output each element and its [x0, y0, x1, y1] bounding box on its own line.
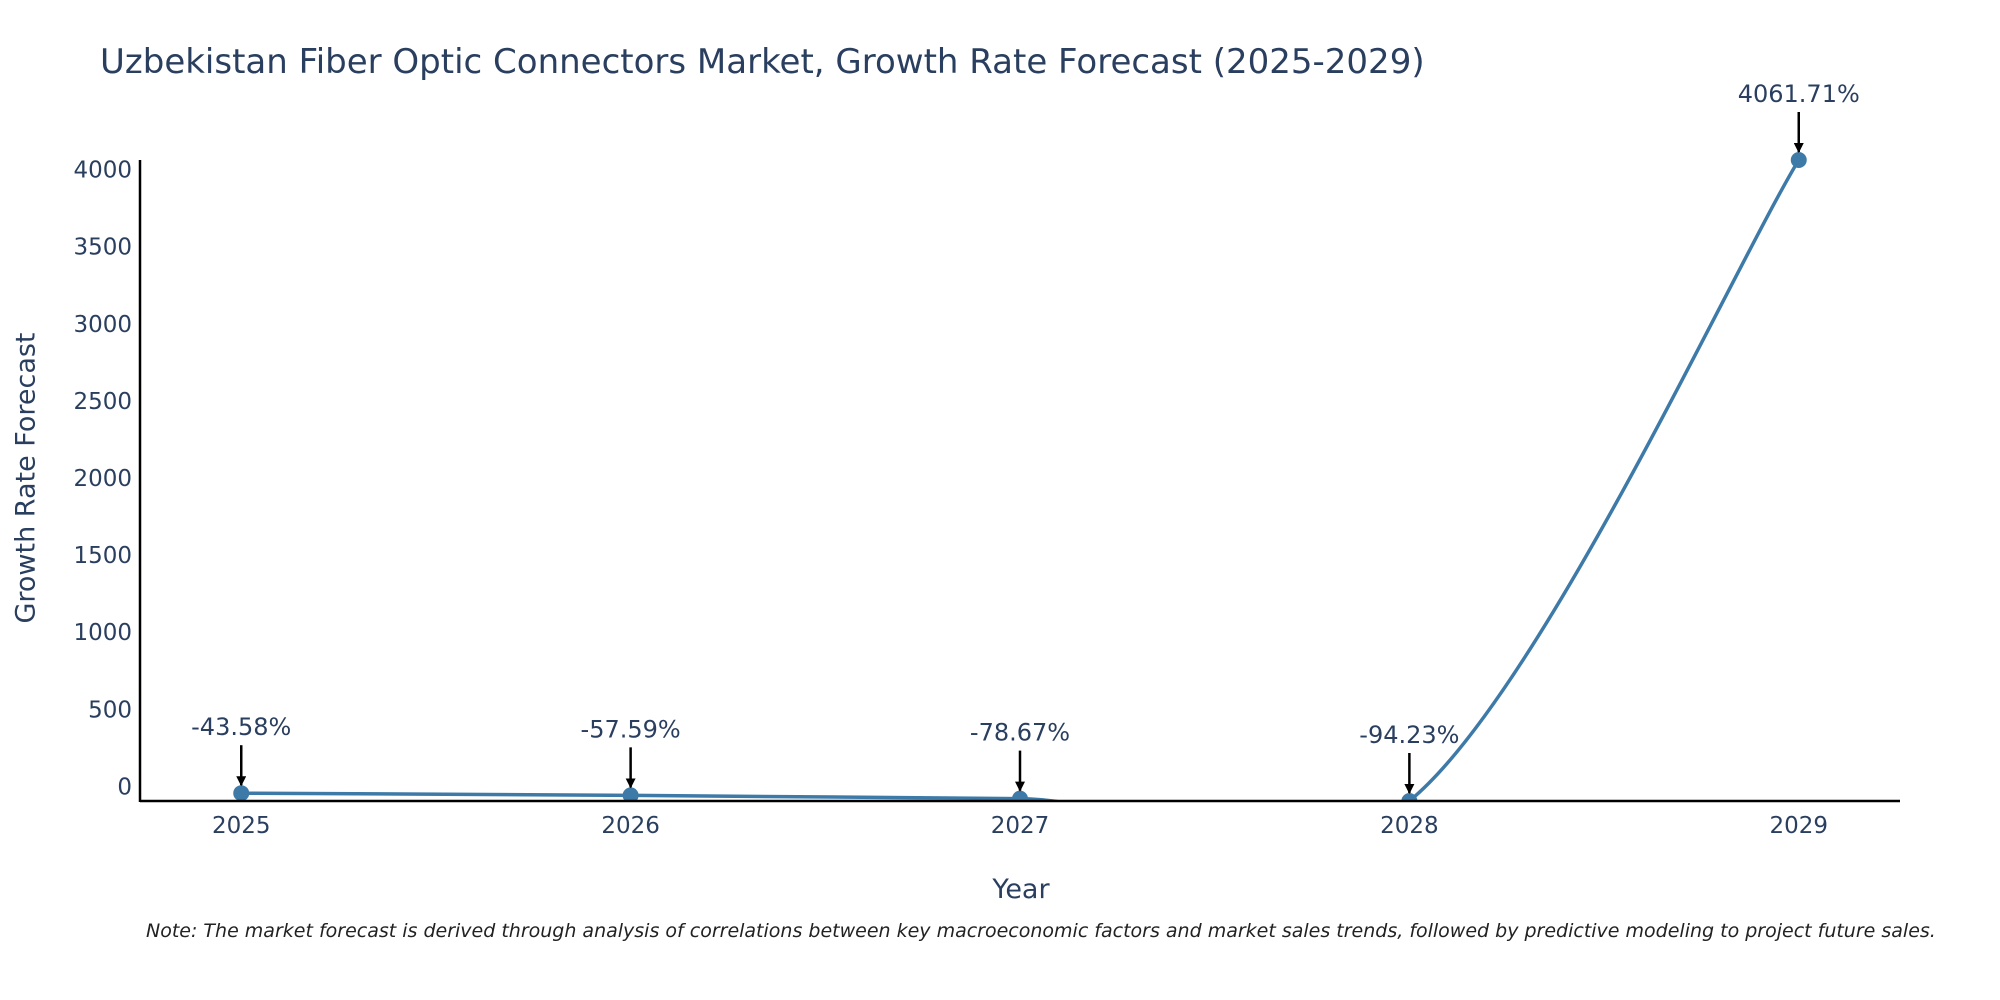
- y-tick-label-3500: 3500: [73, 235, 132, 261]
- data-point-2029: [1790, 152, 1807, 168]
- footnote: Note: The market forecast is derived thr…: [146, 920, 1936, 942]
- x-tick-label-2029: 2029: [1769, 813, 1828, 839]
- y-tick-label-2500: 2500: [73, 389, 132, 415]
- data-label-2025: -43.58%: [191, 713, 291, 741]
- y-tick-label-1500: 1500: [73, 543, 132, 569]
- data-label-2026: -57.59%: [581, 715, 681, 743]
- y-tick-label-2000: 2000: [73, 466, 132, 492]
- data-point-2025: [233, 785, 250, 801]
- y-tick-label-1000: 1000: [73, 620, 132, 646]
- x-tick-label-2025: 2025: [212, 813, 271, 839]
- chart-title: Uzbekistan Fiber Optic Connectors Market…: [100, 42, 1425, 82]
- data-label-2028: -94.23%: [1359, 721, 1459, 749]
- data-label-2029: 4061.71%: [1738, 80, 1860, 108]
- y-tick-label-0: 0: [117, 774, 132, 800]
- x-axis-title: Year: [992, 874, 1050, 905]
- y-tick-label-3000: 3000: [73, 312, 132, 338]
- data-point-2027: [1012, 790, 1028, 801]
- y-tick-label-4000: 4000: [73, 158, 132, 184]
- data-point-2028: [1401, 793, 1418, 801]
- x-tick-label-2026: 2026: [601, 813, 660, 839]
- data-point-2026: [622, 787, 639, 801]
- series-line: [241, 159, 1801, 801]
- data-label-2027: -78.67%: [970, 719, 1070, 747]
- y-tick-label-500: 500: [88, 697, 132, 723]
- x-tick-label-2027: 2027: [991, 813, 1050, 839]
- x-tick-label-2028: 2028: [1380, 813, 1439, 839]
